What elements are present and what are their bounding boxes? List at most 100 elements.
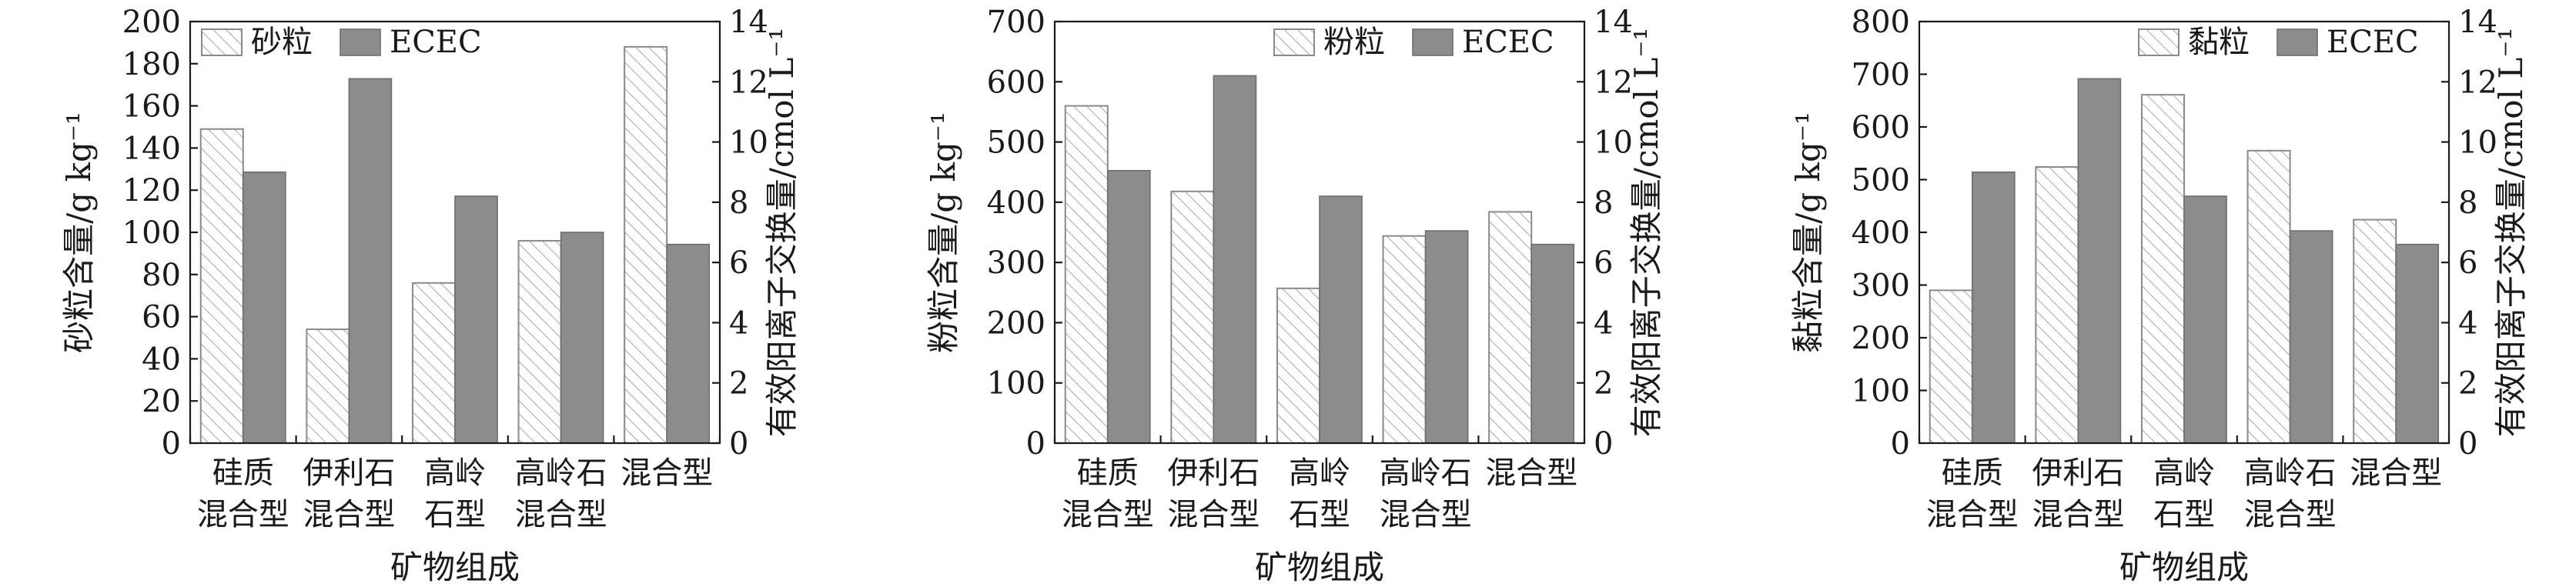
y-tick-label: 500 (1852, 163, 1910, 198)
x-axis-title: 矿物组成 (1255, 549, 1384, 586)
legend-swatch-solid (2277, 28, 2318, 56)
bar-黏粒-1 (2035, 166, 2079, 444)
y-tick-label: 700 (987, 5, 1045, 40)
legend-swatch-solid (340, 28, 381, 56)
y-tick-label: 200 (987, 305, 1045, 341)
y-tick-label: 300 (987, 245, 1045, 281)
bar-ECEC-4 (666, 243, 711, 444)
y-tick-label: 20 (142, 384, 181, 419)
legend-swatch-solid (1412, 28, 1454, 56)
y2-tick-label: 8 (2458, 185, 2477, 221)
y-tick-label: 140 (122, 131, 181, 166)
legend-label: ECEC (1462, 25, 1554, 60)
chart-panel-silt: 010020030040050060070002468101214硅质混合型伊利… (925, 5, 1665, 586)
y-axis-title: 砂粒含量/g kg⁻¹ (60, 112, 98, 353)
bar-ECEC-1 (2077, 78, 2122, 444)
y-tick-label: 100 (122, 215, 181, 251)
x-tick-label: 混合型 (2350, 455, 2442, 491)
bar-ECEC-3 (1424, 230, 1469, 444)
y2-tick-label: 2 (1594, 366, 1613, 402)
y2-tick-label: 4 (2458, 305, 2477, 341)
y-tick-label: 500 (987, 125, 1045, 161)
y2-axis-title: 有效阳离子交换量/cmol L⁻¹ (1628, 28, 1665, 437)
legend-label: ECEC (390, 25, 482, 60)
bar-ECEC-0 (242, 171, 286, 444)
y2-tick-label: 2 (2458, 366, 2477, 402)
bar-黏粒-2 (2140, 94, 2185, 444)
bar-黏粒-0 (1929, 289, 1973, 444)
y-tick-label: 40 (142, 342, 181, 377)
plot-frame (1053, 20, 1586, 445)
y2-tick-label: 10 (2458, 125, 2497, 161)
y2-tick-label: 8 (729, 185, 748, 221)
bar-ECEC-3 (560, 232, 604, 444)
y2-tick-label: 12 (1594, 65, 1633, 100)
x-tick-label: 高岭石 (2244, 455, 2337, 491)
x-tick-label: 混合型 (1380, 497, 1472, 532)
bar-ECEC-4 (1531, 243, 1575, 444)
bar-砂粒-3 (517, 239, 562, 444)
y2-tick-label: 6 (1594, 245, 1613, 281)
y2-tick-label: 4 (729, 305, 748, 341)
y-tick-label: 100 (987, 366, 1045, 402)
y2-tick-label: 6 (2458, 245, 2477, 281)
x-tick-label: 混合型 (1926, 497, 2019, 532)
bar-粉粒-1 (1170, 190, 1215, 444)
y2-tick-label: 12 (729, 65, 768, 100)
chart-panel-sand: 0 20 40 60 80 100 120 140 160 180 200 0 2 4 6 8 10 12 14 硅质… (60, 5, 801, 586)
y-tick-label: 80 (142, 258, 181, 293)
x-tick-label: 混合型 (2244, 497, 2337, 532)
y-tick-label: 120 (122, 173, 181, 208)
bar-砂粒-1 (306, 329, 350, 445)
x-axis-title: 矿物组成 (2119, 549, 2249, 586)
y-tick-label: 200 (1852, 321, 1910, 356)
x-tick-label: 伊利石 (1167, 455, 1260, 491)
y-tick-label: 400 (1852, 215, 1910, 251)
y-tick-label: 180 (122, 47, 181, 82)
x-tick-label: 混合型 (515, 497, 607, 532)
y2-tick-label: 4 (1594, 305, 1613, 341)
bar-黏粒-3 (2246, 149, 2291, 444)
legend-swatch-hatched (201, 28, 243, 56)
bar-粉粒-0 (1064, 105, 1109, 444)
x-tick-label: 混合型 (197, 497, 289, 532)
bar-粉粒-3 (1382, 235, 1427, 444)
y2-tick-label: 8 (1594, 185, 1613, 221)
x-tick-label: 硅质 (1942, 455, 2003, 491)
bar-ECEC-3 (2289, 230, 2333, 444)
bar-砂粒-4 (624, 45, 668, 444)
legend-label: ECEC (2327, 25, 2419, 60)
y2-tick-label: 6 (729, 245, 748, 281)
bar-砂粒-2 (411, 282, 457, 445)
y-axis-title: 粉粒含量/g kg⁻¹ (925, 112, 962, 353)
x-tick-label: 混合型 (2032, 497, 2124, 532)
y2-tick-label: 14 (729, 5, 768, 40)
bar-ECEC-0 (1107, 169, 1151, 444)
x-tick-label: 高岭 (1289, 455, 1350, 491)
y-tick-label: 200 (122, 5, 181, 40)
bar-ECEC-2 (2183, 195, 2227, 444)
y-tick-label: 400 (987, 185, 1045, 221)
x-tick-label: 石型 (424, 497, 486, 532)
legend-swatch-hatched (2138, 28, 2180, 56)
y-tick-label: 600 (1852, 110, 1910, 145)
x-tick-label: 硅质 (1077, 455, 1139, 491)
x-tick-label: 混合型 (303, 497, 395, 532)
x-tick-label: 混合型 (1062, 497, 1154, 532)
y-tick-label: 0 (162, 426, 181, 462)
y-tick-label: 100 (1852, 374, 1910, 409)
bar-ECEC-2 (454, 195, 498, 444)
bar-黏粒-4 (2353, 218, 2397, 444)
bar-粉粒-4 (1488, 211, 1533, 444)
y-tick-label: 300 (1852, 268, 1910, 304)
y2-tick-label: 10 (1594, 125, 1633, 161)
y2-tick-label: 0 (2458, 426, 2477, 462)
y2-tick-label: 0 (1594, 426, 1613, 462)
y2-tick-label: 14 (2458, 5, 2497, 40)
y-tick-label: 700 (1852, 58, 1910, 93)
y2-axis-title: 有效阳离子交换量/cmol L⁻¹ (2492, 28, 2530, 437)
y-axis-title: 黏粒含量/g kg⁻¹ (1789, 112, 1827, 353)
x-tick-label: 混合型 (621, 455, 713, 491)
x-tick-label: 伊利石 (2032, 455, 2124, 491)
y-tick-label: 0 (1891, 426, 1910, 462)
